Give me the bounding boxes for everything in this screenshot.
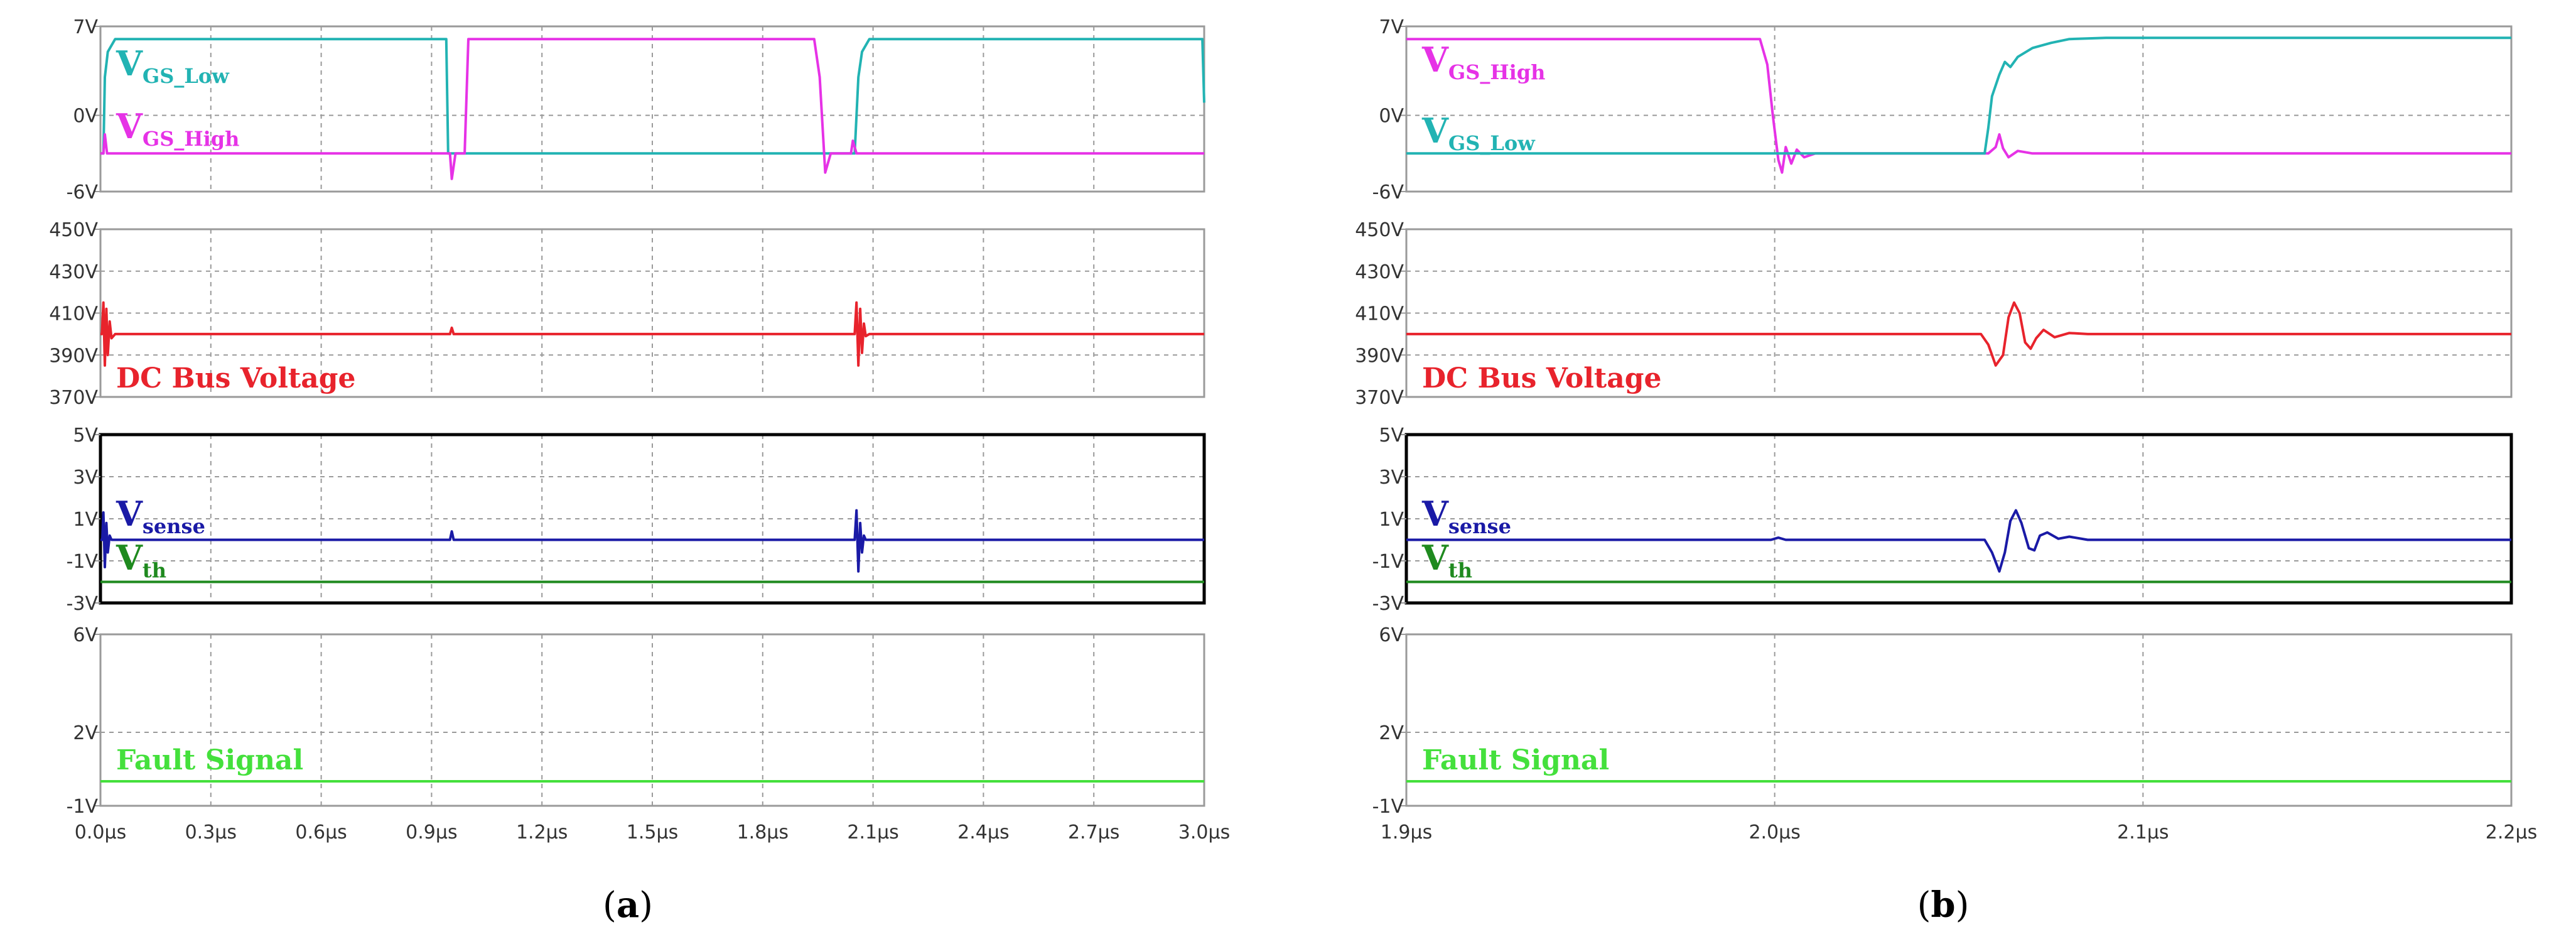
y-tick-label: 7V [1379, 16, 1404, 38]
chart-a: 7V 0V -6V VGS_Low VGS_High 450V 430V 410V 390V 37… [49, 16, 1230, 926]
y-tick-label: 2V [73, 722, 98, 744]
y-tick-label: 3V [73, 467, 98, 489]
x-tick-label: 2.7µs [1068, 822, 1119, 843]
pane-fault: 6V 2V -1V Fault Signal [1372, 624, 2513, 818]
y-tick-label: 6V [1379, 624, 1404, 646]
series-vgs-high [100, 38, 1204, 180]
series-vsense [1406, 509, 2511, 573]
x-tick-label: 0.9µs [406, 822, 457, 843]
x-tick-label: 0.3µs [185, 822, 237, 843]
x-tick-label: 2.1µs [847, 822, 898, 843]
pane-gate: 7V 0V -6V VGS_Low VGS_High [67, 16, 1205, 203]
caption: (a) [603, 884, 653, 926]
x-tick-label: 1.5µs [627, 822, 678, 843]
x-tick-label: 2.2µs [2486, 822, 2537, 843]
series-vsense [100, 509, 1204, 573]
y-tick-label: 370V [49, 387, 98, 409]
series-vgs-high [1406, 38, 2511, 174]
y-tick-label: 430V [49, 261, 98, 283]
y-tick-label: -3V [1372, 593, 1404, 615]
y-tick-label: 410V [49, 303, 98, 325]
pane-frame [99, 633, 1205, 807]
pane-fault: 6V 2V -1V Fault Signal [67, 624, 1205, 818]
chart-b: 7V 0V -6V VGS_High VGS_Low 450V 430V 410V 390V 37… [1355, 16, 2537, 926]
y-tick-label: -6V [1372, 182, 1404, 203]
x-tick-label: 2.1µs [2117, 822, 2169, 843]
label-vsense: Vsense [1421, 494, 1511, 538]
caption: (b) [1917, 884, 1970, 926]
pane-frame [1405, 25, 2513, 193]
x-tick-label: 1.2µs [516, 822, 568, 843]
label-vsense: Vsense [116, 494, 205, 538]
pane-bus: 450V 430V 410V 390V 370V DC Bus Voltage [49, 219, 1205, 409]
y-tick-label: 0V [1379, 106, 1404, 127]
pane-frame [1405, 633, 2513, 807]
y-tick-label: 370V [1355, 387, 1404, 409]
x-tick-label: 0.0µs [75, 822, 126, 843]
label-vth: Vth [1421, 538, 1472, 582]
y-tick-label: -1V [1372, 796, 1404, 818]
y-tick-label: 6V [73, 624, 98, 646]
y-tick-label: -6V [67, 182, 99, 203]
x-tick-label: 2.0µs [1749, 822, 1800, 843]
y-tick-label: 1V [1379, 509, 1404, 531]
label-dc-bus: DC Bus Voltage [1422, 362, 1662, 394]
y-tick-label: 1V [73, 509, 98, 531]
y-tick-label: 5V [73, 425, 98, 447]
label-vgs-low: VGS_Low [1421, 111, 1536, 155]
series-vgs-low [1406, 36, 2511, 155]
y-tick-label: 410V [1355, 303, 1404, 325]
y-tick-label: 2V [1379, 722, 1404, 744]
pane-gate: 7V 0V -6V VGS_High VGS_Low [1372, 16, 2513, 203]
label-vth: Vth [116, 538, 166, 582]
label-fault: Fault Signal [116, 744, 303, 776]
y-tick-label: -1V [67, 796, 99, 818]
y-tick-label: -1V [67, 551, 99, 573]
pane-bus: 450V 430V 410V 390V 370V DC Bus Voltage [1355, 219, 2513, 409]
x-tick-label: 3.0µs [1178, 822, 1230, 843]
pane-frame [1404, 433, 2513, 605]
y-tick-label: 430V [1355, 261, 1404, 283]
y-tick-label: -1V [1372, 551, 1404, 573]
label-dc-bus: DC Bus Voltage [116, 362, 356, 394]
series-dc-bus [100, 301, 1204, 367]
label-vgs-high: VGS_High [116, 106, 239, 151]
y-tick-label: 7V [73, 16, 98, 38]
label-vgs-low: VGS_Low [116, 43, 230, 88]
label-fault: Fault Signal [1422, 744, 1609, 776]
y-tick-label: 450V [1355, 219, 1404, 241]
y-tick-label: 0V [73, 106, 98, 127]
series-dc-bus [1406, 301, 2511, 367]
y-tick-label: 5V [1379, 425, 1404, 447]
y-tick-label: 390V [49, 345, 98, 367]
x-tick-label: 0.6µs [295, 822, 347, 843]
y-tick-label: 390V [1355, 345, 1404, 367]
y-tick-label: 3V [1379, 467, 1404, 489]
y-tick-label: -3V [67, 593, 99, 615]
label-vgs-high: VGS_High [1421, 40, 1545, 84]
pane-frame [99, 25, 1205, 193]
x-tick-label: 2.4µs [957, 822, 1009, 843]
x-tick-label: 1.9µs [1381, 822, 1432, 843]
x-tick-label: 1.8µs [737, 822, 789, 843]
y-tick-label: 450V [49, 219, 98, 241]
